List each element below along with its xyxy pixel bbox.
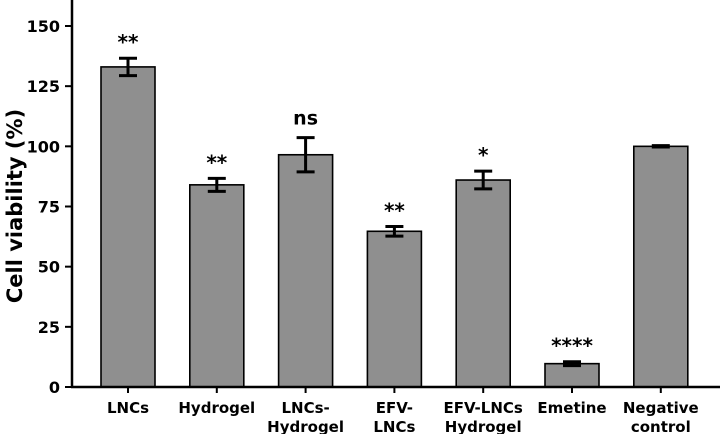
bar bbox=[632, 145, 689, 388]
x-tick-label: EFV-LNCs bbox=[444, 399, 523, 417]
error-bar bbox=[563, 360, 581, 368]
bar bbox=[455, 179, 512, 388]
y-tick-label: 50 bbox=[38, 258, 60, 277]
x-tick-label: LNCs bbox=[373, 418, 415, 434]
y-tick-label: 0 bbox=[49, 378, 60, 397]
significance-label: ** bbox=[206, 150, 227, 174]
error-bar bbox=[651, 144, 670, 149]
x-tick-label: Hydrogel bbox=[267, 418, 344, 434]
x-tick-label: LNCs- bbox=[281, 399, 329, 417]
x-tick-label: control bbox=[631, 418, 691, 434]
error-bar bbox=[385, 224, 404, 238]
error-bar bbox=[296, 136, 315, 174]
x-tick-label: LNCs bbox=[107, 399, 149, 417]
significance-label: **** bbox=[551, 334, 593, 358]
y-tick-label: 75 bbox=[38, 198, 60, 217]
y-tick-label: 125 bbox=[27, 77, 60, 96]
bar bbox=[366, 230, 423, 388]
y-tick-label: 100 bbox=[27, 137, 60, 156]
significance-label: ** bbox=[384, 198, 405, 222]
error-bar bbox=[474, 169, 493, 191]
y-tick-label: 25 bbox=[38, 318, 60, 337]
y-tick-label: 150 bbox=[27, 17, 60, 36]
x-tick-label: Negative bbox=[623, 399, 699, 417]
x-tick-label: EFV- bbox=[376, 399, 413, 417]
error-bar bbox=[119, 56, 137, 78]
bar bbox=[544, 362, 600, 388]
x-tick-label: Hydrogel bbox=[178, 399, 255, 417]
bar bbox=[189, 184, 245, 388]
significance-label: ns bbox=[293, 108, 318, 130]
error-bar bbox=[207, 176, 226, 193]
significance-label: ** bbox=[118, 30, 139, 54]
bar bbox=[277, 153, 334, 388]
y-axis-label: Cell viability (%) bbox=[3, 109, 27, 303]
significance-label: * bbox=[478, 143, 489, 167]
bar bbox=[100, 66, 156, 388]
x-tick-label: Hydrogel bbox=[445, 418, 522, 434]
x-tick-label: Emetine bbox=[537, 399, 606, 417]
